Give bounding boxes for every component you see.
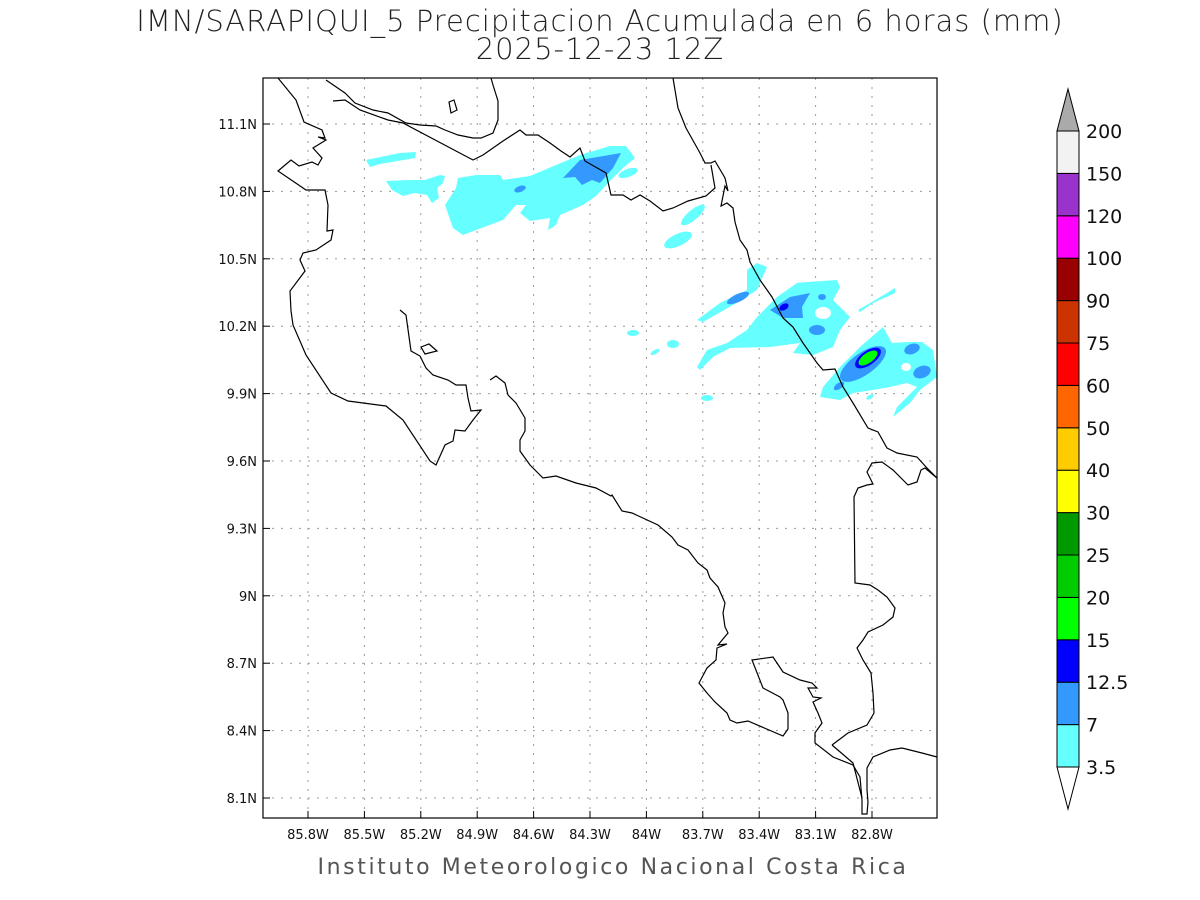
- precip-area-3.5: [858, 288, 895, 312]
- lon-tick-label: 84.3W: [569, 828, 611, 843]
- legend-swatch: [1056, 554, 1080, 598]
- precip-area-3.5: [697, 263, 767, 322]
- lon-tick-label: 84W: [632, 828, 662, 843]
- precip-gap: [901, 363, 911, 371]
- legend-swatch: [1056, 639, 1080, 683]
- pacific-coastline: [489, 375, 938, 815]
- legend-label: 150: [1086, 163, 1122, 185]
- legend-label: 90: [1086, 291, 1110, 313]
- precip-area-7: [563, 153, 621, 185]
- precip-area-12.5: [779, 303, 789, 311]
- legend-label: 25: [1086, 545, 1110, 567]
- precip-area-3.5: [697, 280, 850, 370]
- legend-swatch: [1056, 384, 1080, 429]
- lat-tick-label: 9N: [239, 590, 257, 605]
- map-frame: [262, 77, 938, 819]
- precip-area-7: [726, 291, 750, 305]
- legend-label: 120: [1086, 206, 1122, 228]
- legend-swatch: [1056, 681, 1080, 726]
- legend-label: 60: [1086, 375, 1110, 397]
- precip-area-7: [514, 185, 526, 193]
- pacific-coastline: [277, 77, 483, 466]
- footer-credit: Instituto Meteorologico Nacional Costa R…: [317, 855, 909, 880]
- lat-tick-label: 8.4N: [227, 725, 257, 740]
- precipitation-field: [366, 146, 937, 417]
- map-datetime: 2025-12-23 12Z: [475, 32, 725, 66]
- legend-label: 15: [1086, 630, 1110, 652]
- island: [448, 99, 458, 114]
- legend-swatch: [1056, 469, 1080, 514]
- lon-tick-label: 83.4W: [738, 828, 780, 843]
- lon-tick-label: 82.8W: [851, 828, 893, 843]
- precip-area-3.5: [681, 204, 705, 226]
- legend-label: 100: [1086, 248, 1122, 270]
- precip-area-3.5: [866, 394, 874, 400]
- precip-area-7: [818, 294, 826, 300]
- precip-gap: [815, 307, 831, 319]
- lat-tick-label: 9.9N: [227, 388, 257, 403]
- legend-swatch: [1056, 300, 1080, 344]
- legend-label: 7: [1086, 715, 1098, 737]
- lon-tick-label: 84.6W: [513, 828, 555, 843]
- lon-tick-label: 85.2W: [400, 828, 442, 843]
- panama-border: [831, 461, 938, 746]
- longitude-axis: 85.8W 85.5W 85.2W 84.9W 84.6W 84.3W 84W 83.7W 83…: [287, 828, 893, 843]
- lat-tick-label: 10.5N: [218, 253, 257, 268]
- lat-tick-label: 8.1N: [227, 792, 257, 807]
- legend-label: 12.5: [1086, 672, 1128, 694]
- lon-tick-label: 83.7W: [682, 828, 724, 843]
- legend-over-arrow: [1056, 87, 1080, 132]
- legend-label: 20: [1086, 587, 1110, 609]
- legend-swatch: [1056, 130, 1080, 174]
- lat-tick-label: 10.8N: [218, 185, 257, 200]
- precip-area-3.5: [701, 395, 713, 401]
- legend-under-arrow: [1056, 766, 1080, 811]
- legend-label: 3.5: [1086, 757, 1116, 779]
- legend-swatch: [1056, 257, 1080, 302]
- lat-tick-label: 10.2N: [218, 320, 257, 335]
- island: [420, 343, 439, 355]
- map-title: IMN/SARAPIQUI_5 Precipitacion Acumulada …: [136, 4, 1064, 38]
- legend-label: 30: [1086, 503, 1110, 525]
- legend-swatch: [1056, 512, 1080, 556]
- precip-area-7: [904, 343, 920, 355]
- legend-swatch: [1056, 427, 1080, 471]
- legend-label: 200: [1086, 121, 1122, 143]
- legend-swatch: [1056, 342, 1080, 386]
- precip-area-3.5: [366, 152, 416, 167]
- legend-swatch: [1056, 596, 1080, 641]
- precip-area-3.5: [664, 231, 692, 249]
- legend-label: 50: [1086, 418, 1110, 440]
- lat-tick-label: 8.7N: [227, 657, 257, 672]
- color-legend: 3.5 7 12.5 15 20 25 30 40 50 60 75 90 100 120 150 200: [1056, 87, 1128, 811]
- precip-area-7: [809, 325, 825, 335]
- lon-tick-label: 85.5W: [343, 828, 385, 843]
- legend-swatch: [1056, 172, 1080, 217]
- precip-area-7: [913, 365, 931, 379]
- precip-area-3.5: [386, 175, 445, 203]
- legend-swatch: [1056, 724, 1080, 768]
- caribbean-coastline: [672, 77, 938, 479]
- lon-tick-label: 83.1W: [795, 828, 837, 843]
- latitude-axis: 11.1N 10.8N 10.5N 10.2N 9.9N 9.6N 9.3N 9N 8.7N 8.…: [218, 118, 257, 807]
- precip-area-3.5: [618, 167, 638, 179]
- lat-tick-label: 9.3N: [227, 522, 257, 537]
- legend-swatch: [1056, 215, 1080, 259]
- legend-label: 75: [1086, 333, 1110, 355]
- lake-nicaragua-shore: [325, 77, 499, 139]
- precip-area-3.5: [667, 340, 679, 348]
- lon-tick-label: 85.8W: [287, 828, 329, 843]
- coastlines-and-borders: [277, 77, 938, 815]
- lat-tick-label: 9.6N: [227, 455, 257, 470]
- lat-tick-label: 11.1N: [218, 118, 257, 133]
- nicaragua-border: [332, 99, 716, 212]
- legend-label: 40: [1086, 460, 1110, 482]
- precip-area-15: [858, 350, 878, 366]
- precip-area-3.5: [627, 330, 639, 336]
- precip-area-3.5: [650, 348, 660, 356]
- panama-border: [831, 744, 863, 799]
- lon-tick-label: 84.9W: [456, 828, 498, 843]
